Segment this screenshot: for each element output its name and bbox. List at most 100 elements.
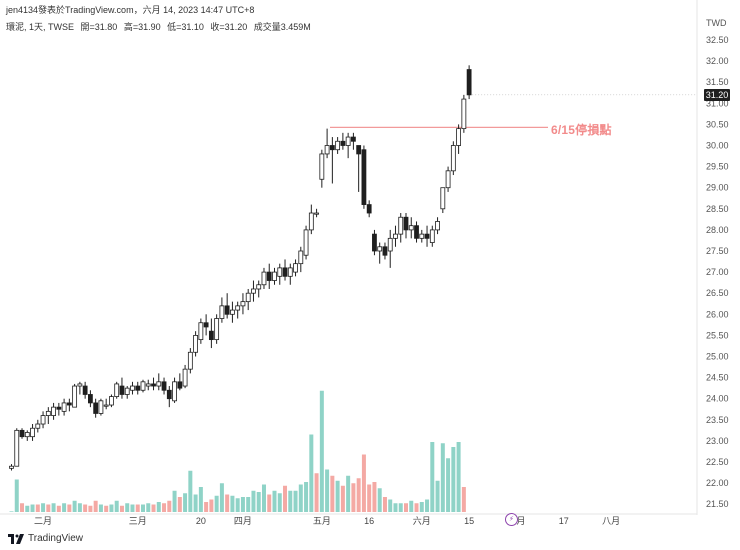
y-tick-label: 24.00 <box>706 394 729 404</box>
tradingview-logo-icon <box>8 533 24 544</box>
volume-bar <box>314 473 319 512</box>
volume-bar <box>388 499 393 512</box>
y-tick-label: 25.50 <box>706 330 729 340</box>
x-tick-label: 17 <box>559 516 569 526</box>
candle-body <box>24 432 30 438</box>
volume-bar <box>335 480 340 512</box>
candle-body <box>440 187 446 210</box>
volume-bar <box>367 484 372 512</box>
volume-bar <box>20 503 25 512</box>
volume-bar <box>67 504 72 512</box>
candle-body <box>61 402 67 412</box>
candle-body <box>293 263 298 273</box>
candle-body <box>40 415 46 425</box>
candle-body <box>461 98 467 130</box>
volume-bar <box>267 494 272 512</box>
volume-bar <box>230 495 235 512</box>
x-tick-label: 五月 <box>313 516 331 526</box>
close-value: 收=31.20 <box>210 22 248 32</box>
volume-bar <box>340 485 345 512</box>
y-tick-label: 26.50 <box>706 288 729 298</box>
candle-body <box>350 136 356 142</box>
candle-body <box>408 225 414 231</box>
candle-body <box>345 136 351 146</box>
y-tick-label: 26.00 <box>706 309 729 319</box>
volume-bar <box>240 497 245 512</box>
candle-body <box>182 368 188 387</box>
y-tick-label: 32.00 <box>706 56 729 66</box>
volume-bar <box>35 504 40 512</box>
x-tick-label: 15 <box>464 516 474 526</box>
candle-body <box>314 212 319 215</box>
candle-body <box>429 229 435 243</box>
volume-bar <box>298 484 303 512</box>
y-tick-label: 28.00 <box>706 225 729 235</box>
candle-body <box>308 212 314 231</box>
candle-body <box>114 383 120 397</box>
byline: jen4134發表於TradingView.com，六月 14, 2023 14… <box>6 5 255 15</box>
candle-body <box>261 271 267 286</box>
volume-bar <box>419 502 424 512</box>
volume-bar <box>72 500 77 512</box>
x-tick-label: 20 <box>196 516 206 526</box>
candle-body <box>361 149 367 205</box>
volume-bar <box>198 487 203 512</box>
volume-bar <box>119 505 124 512</box>
y-tick-label: 27.50 <box>706 246 729 256</box>
volume-bar <box>162 503 167 512</box>
candle-body <box>382 246 388 256</box>
y-tick-label: 29.50 <box>706 162 729 172</box>
x-tick-label: 四月 <box>234 516 252 526</box>
y-tick-label: 22.00 <box>706 478 729 488</box>
flash-icon[interactable]: ⚡ <box>505 513 518 526</box>
candle-body <box>66 402 72 406</box>
candle-body <box>272 271 277 281</box>
last-price-badge: 31.20 <box>704 88 730 101</box>
candle-body <box>282 267 288 277</box>
volume-bar <box>293 490 298 512</box>
ohlc-legend: 環泥, 1天, TWSE 開=31.80 高=31.90 低=31.10 收=3… <box>6 20 315 33</box>
candle-body <box>251 288 256 294</box>
volume-bar <box>177 497 182 512</box>
candle-body <box>435 221 440 231</box>
volume-bar <box>183 493 188 512</box>
volume-bar <box>256 492 261 512</box>
candle-body <box>219 305 225 319</box>
y-tick-label: 30.00 <box>706 141 729 151</box>
candle-body <box>130 385 135 391</box>
volume-bar <box>398 503 403 512</box>
x-tick-label: 16 <box>364 516 374 526</box>
volume-bar <box>361 454 366 512</box>
volume-bar <box>251 490 256 512</box>
candle-body <box>230 309 235 315</box>
volume-bar <box>451 447 456 512</box>
symbol-label[interactable]: 環泥, 1天, TWSE <box>6 22 75 32</box>
volume-bar <box>246 497 251 512</box>
volume-bar <box>404 503 408 512</box>
volume-bar <box>130 504 135 512</box>
volume-bar <box>319 390 324 512</box>
y-tick-label: 29.00 <box>706 183 729 193</box>
candle-body <box>387 237 393 252</box>
candle-body <box>266 271 272 281</box>
volume-bar <box>141 504 145 512</box>
y-tick-label: 22.50 <box>706 457 729 467</box>
y-tick-label: 21.50 <box>706 499 729 509</box>
volume-bar <box>430 442 435 512</box>
candle-body <box>450 145 456 172</box>
volume-bar <box>330 475 335 512</box>
candle-body <box>366 204 372 214</box>
candle-body <box>151 383 156 387</box>
volume-bar <box>414 503 419 512</box>
footer-brand: TradingView <box>8 533 83 544</box>
candle-body <box>324 145 330 155</box>
volume-bar <box>104 505 109 512</box>
volume-bar <box>393 503 398 512</box>
candle-body <box>319 153 325 180</box>
volume-bar <box>351 483 356 512</box>
volume-bar <box>261 484 266 512</box>
candle-body <box>398 216 404 235</box>
y-tick-label: 27.00 <box>706 267 729 277</box>
high-value: 高=31.90 <box>123 22 161 32</box>
